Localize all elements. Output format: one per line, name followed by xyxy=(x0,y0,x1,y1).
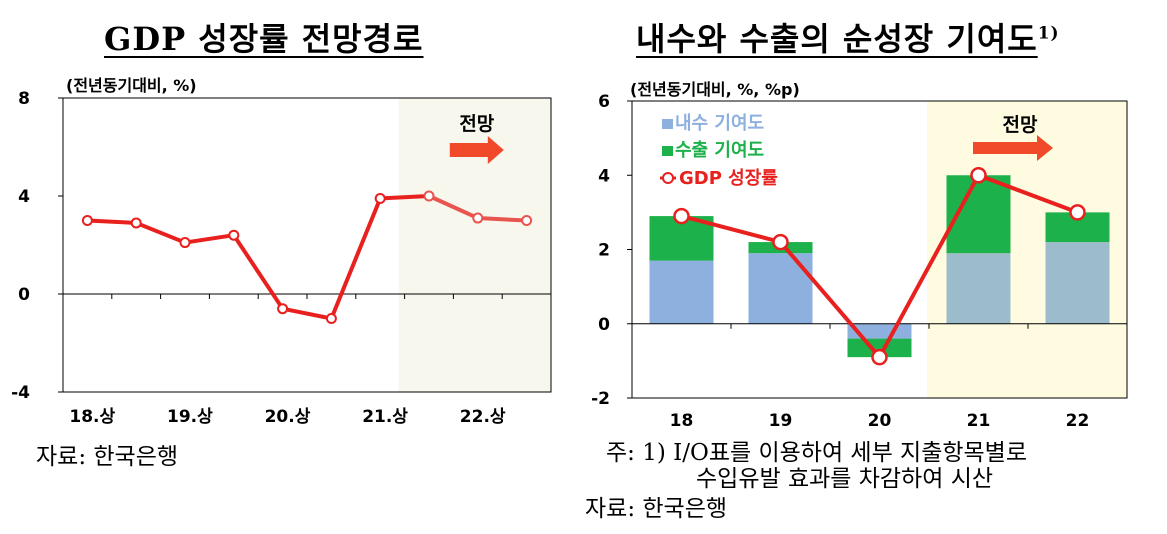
right-gdp-point xyxy=(772,233,789,251)
left-y-tick-label: -4 xyxy=(11,383,30,403)
left-gdp-point xyxy=(374,192,386,204)
left-x-tick-label: 19.상 xyxy=(167,407,213,427)
legend-gdp-marker xyxy=(662,172,674,184)
right-footnote-line1: 주: 1) I/O표를 이용하여 세부 지출항목별로 xyxy=(606,440,1028,466)
right-forecast-arrow xyxy=(973,135,1053,161)
left-forecast-arrow xyxy=(449,136,504,164)
left-x-tick-label: 18.상 xyxy=(69,407,115,427)
domestic-contribution-bar xyxy=(1045,242,1110,324)
right-y-tick-label: 4 xyxy=(598,166,610,186)
right-gdp-point xyxy=(1069,204,1086,221)
right-y-tick-label: 2 xyxy=(598,241,610,261)
right-x-tick-label: 20 xyxy=(868,411,892,431)
left-gdp-point xyxy=(325,313,337,324)
left-gdp-point xyxy=(179,237,191,249)
left-gdp-point xyxy=(130,217,142,229)
left-unit-label: (전년동기대비, %) xyxy=(66,76,197,95)
left-forecast-label: 전망 xyxy=(459,113,494,135)
left-chart-title: GDP 성장률 전망경로 xyxy=(104,20,424,58)
left-gdp-point xyxy=(521,215,533,226)
legend-gdp-label: GDP 성장률 xyxy=(679,168,778,189)
right-footnote-line2: 수입유발 효과를 차감하여 시산 xyxy=(696,466,994,492)
left-x-tick-label: 20.상 xyxy=(265,407,311,427)
left-x-tick-label: 22.상 xyxy=(460,407,506,427)
right-gdp-point xyxy=(871,348,888,366)
right-gdp-point xyxy=(970,167,987,184)
right-chart-title: 내수와 수출의 순성장 기여도1) xyxy=(636,20,1060,58)
footnote-marker: 1) xyxy=(1037,23,1060,44)
left-gdp-point xyxy=(81,215,93,226)
right-x-tick-label: 18 xyxy=(670,411,694,431)
legend-export-swatch xyxy=(662,146,673,156)
left-gdp-point xyxy=(472,212,484,224)
right-x-tick-label: 21 xyxy=(967,411,991,431)
legend-export-label: 수출 기여도 xyxy=(675,140,764,161)
legend-domestic-swatch xyxy=(662,119,673,129)
legend-domestic-label: 내수 기여도 xyxy=(675,113,764,134)
left-gdp-point xyxy=(423,190,435,202)
right-forecast-label: 전망 xyxy=(1003,114,1038,136)
right-x-tick-label: 19 xyxy=(769,411,793,431)
right-x-tick-label: 22 xyxy=(1066,411,1090,431)
export-contribution-bar xyxy=(847,338,912,358)
left-plot-frame xyxy=(62,97,552,393)
domestic-contribution-bar xyxy=(946,253,1011,324)
left-x-tick-label: 21.상 xyxy=(362,407,408,427)
left-source: 자료: 한국은행 xyxy=(36,444,179,470)
right-unit-label: (전년동기대비, %, %p) xyxy=(630,80,800,99)
left-forecast-region xyxy=(398,98,551,392)
left-gdp-line-actual xyxy=(87,194,430,321)
left-y-tick-label: 8 xyxy=(18,89,30,109)
left-y-tick-label: 0 xyxy=(18,285,30,305)
right-source: 자료: 한국은행 xyxy=(585,496,728,522)
right-gdp-point xyxy=(673,207,690,225)
domestic-contribution-bar xyxy=(649,260,714,324)
right-y-tick-label: -2 xyxy=(591,389,610,409)
left-y-tick-label: 4 xyxy=(18,187,30,207)
left-gdp-point xyxy=(277,303,289,315)
right-y-tick-label: 0 xyxy=(598,315,610,335)
right-y-tick-label: 6 xyxy=(598,92,610,112)
left-gdp-point xyxy=(228,229,240,241)
domestic-contribution-bar xyxy=(748,253,813,324)
